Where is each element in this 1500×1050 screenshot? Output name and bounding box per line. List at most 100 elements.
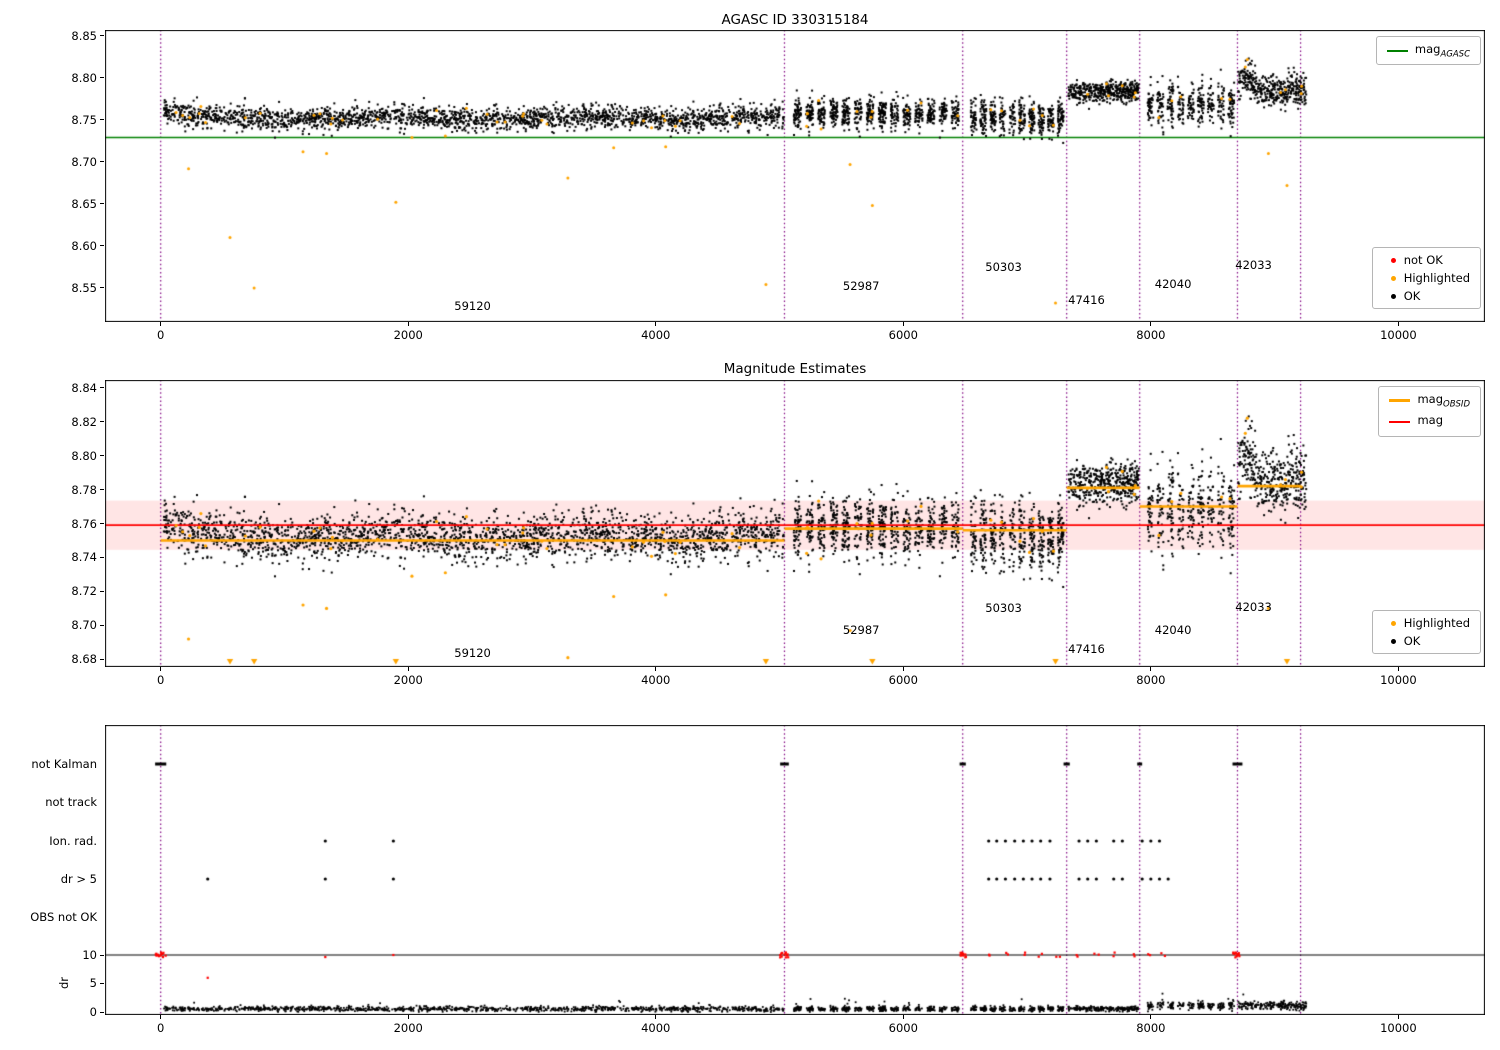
axis-tick-mark [100,387,104,389]
plot2-obsid-label-52987: 52987 [842,623,880,638]
plot1-obsid-label-59120: 59120 [454,299,491,314]
dr-tick-0: 0 [89,1005,97,1019]
legend-item-mag-obsid: magOBSID [1389,392,1470,409]
axis-tick-mark [160,322,162,326]
axis-tick-mark [407,322,409,326]
axis-tick-mark [902,1015,904,1019]
plot1-obsid-label-42040: 42040 [1154,276,1192,291]
axis-tick-mark [100,421,104,423]
legend-item-mag: mag [1389,413,1470,430]
highlighted-label-2: Highlighted [1403,616,1470,630]
axis-tick-mark [100,119,104,121]
highlighted-label: Highlighted [1403,271,1470,285]
dr-axis-label: dr [57,976,71,990]
axis-tick-mark [1150,322,1152,326]
axis-tick-mark [1150,1015,1152,1019]
plot2-y-tick-label: 8.80 [71,448,97,463]
axis-tick-mark [100,35,104,37]
plot1-y-tick-label: 8.70 [71,154,97,169]
axis-tick-mark [902,667,904,671]
axis-tick-mark [100,489,104,491]
row-label-dr-gt-5: dr > 5 [60,872,97,886]
row-label-ion-rad: Ion. rad. [49,834,97,848]
plot3-x-tick-label: 8000 [1136,1021,1166,1035]
ok-label: OK [1403,289,1421,303]
row-label-not-kalman: not Kalman [31,757,97,771]
plot1-obsid-label-50303: 50303 [985,259,1022,274]
plot1-y-tick-label: 8.85 [71,28,97,43]
axis-tick-mark [1150,667,1152,671]
axis-tick-mark [100,1011,104,1013]
axis-tick-mark [100,624,104,626]
plot2-y-tick-label: 8.74 [71,550,97,565]
plot2-x-tick-label: 10000 [1380,673,1417,687]
plot1-y-tick-label: 8.75 [71,112,97,127]
plot2-y-tick-label: 8.70 [71,618,97,633]
axis-tick-mark [100,983,104,984]
plot2-obsid-label-42033: 42033 [1235,599,1272,614]
plot1-y-tick-label: 8.60 [71,238,97,253]
axis-tick-mark [100,590,104,592]
plot1-x-tick-label: 0 [157,328,165,342]
legend-item-ok: OK [1383,289,1470,303]
axis-tick-mark [407,1015,409,1019]
mag-obsid-label: magOBSID [1417,392,1470,410]
axis-tick-mark [1397,667,1399,671]
plot2-legend-lines: magOBSID mag [1378,386,1481,437]
axis-tick-mark [655,322,657,326]
plot3-canvas [105,725,1485,1015]
plot1-title: AGASC ID 330315184 [721,12,869,28]
axis-tick-mark [100,161,104,163]
plot1-x-tick-label: 10000 [1380,328,1417,342]
axis-tick-mark [100,658,104,660]
axis-tick-mark [100,556,104,558]
plot2-obsid-label-50303: 50303 [985,601,1022,616]
plot1-legend-markers: not OK Highlighted OK [1371,247,1481,309]
highlighted-dot-swatch [1390,275,1396,281]
plot2-obsid-label-47416: 47416 [1068,642,1105,657]
highlighted-dot-swatch-2 [1390,620,1396,626]
axis-tick-mark [100,287,104,289]
plot1-x-tick-label: 6000 [888,328,918,342]
plot1-obsid-label-47416: 47416 [1068,292,1105,307]
axis-tick-mark [655,1015,657,1019]
legend-item-highlighted: Highlighted [1383,271,1470,285]
ok-label-2: OK [1403,634,1421,648]
plot3-x-tick-label: 4000 [641,1021,671,1035]
mag-agasc-label: magAGASC [1414,42,1470,60]
plot1-y-tick-label: 8.65 [71,196,97,211]
plot2-canvas [105,380,1485,667]
mag-obsid-line-swatch [1389,399,1411,403]
ok-dot-swatch-2 [1390,638,1396,644]
plot2-y-tick-label: 8.68 [71,652,97,667]
axis-tick-mark [100,77,104,79]
plot2-y-tick-label: 8.84 [71,380,97,395]
plot3-x-tick-label: 10000 [1380,1021,1417,1035]
plot2-obsid-label-59120: 59120 [454,645,491,660]
axis-tick-mark [100,954,104,956]
plot1-obsid-label-42033: 42033 [1235,258,1272,273]
dr-tick-10: 10 [82,948,97,962]
plot2-y-tick-label: 8.82 [71,414,97,429]
plot2-y-tick-label: 8.78 [71,482,97,497]
not-ok-label: not OK [1403,253,1443,267]
plot2-x-tick-label: 0 [157,673,165,687]
legend-item-mag-agasc: magAGASC [1386,42,1470,60]
axis-tick-mark [655,667,657,671]
dr-tick-5: 5 [89,976,97,990]
axis-tick-mark [902,322,904,326]
axis-tick-mark [100,203,104,205]
axis-tick-mark [1397,322,1399,326]
plot1-obsid-label-52987: 52987 [842,279,880,294]
legend-item-not-ok: not OK [1383,253,1470,267]
plot1-legend-magline: magAGASC [1375,36,1481,66]
plot3-x-tick-label: 2000 [393,1021,423,1035]
plot3-x-tick-label: 0 [157,1021,165,1035]
plot1-x-tick-label: 4000 [641,328,671,342]
plot2-y-tick-label: 8.76 [71,516,97,531]
mag-line-swatch [1389,420,1411,423]
axis-tick-mark [100,523,104,524]
plot2-x-tick-label: 6000 [888,673,918,687]
plot1-x-tick-label: 2000 [393,328,423,342]
